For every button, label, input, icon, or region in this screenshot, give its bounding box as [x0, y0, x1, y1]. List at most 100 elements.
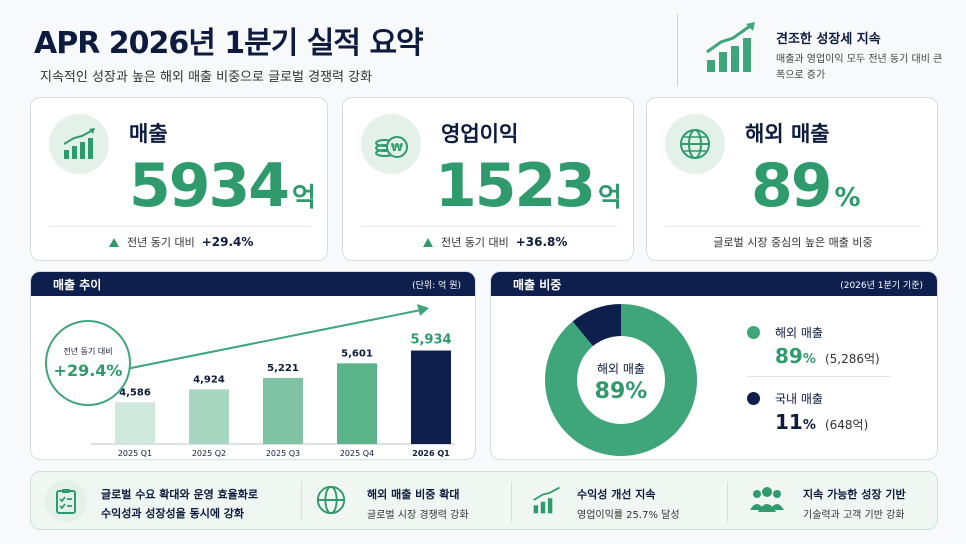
category-tick-label: 2025 Q1: [118, 449, 152, 458]
summary-item-title: 해외 매출 비중 확대: [367, 488, 460, 501]
panel-unit-note: (단위: 억 원): [412, 280, 461, 291]
legend-value-group: 11% (648억): [775, 410, 868, 434]
kpi-unit: 억: [292, 183, 316, 213]
kpi-value-group: 1523 억: [435, 156, 622, 216]
kpi-value: 1523: [435, 151, 596, 221]
highlight-description: 매출과 영업이익 모두 전년 동기 대비 큰 폭으로 증가: [776, 54, 943, 81]
summary-divider: [727, 482, 728, 522]
revenue-mix-donut: [545, 304, 697, 456]
bar: [337, 363, 377, 444]
svg-text:₩: ₩: [391, 141, 403, 154]
header-divider: [677, 14, 678, 86]
kpi-card-overseas-sales: 해외 매출 89% 글로벌 시장 중심의 높은 매출 비중: [646, 97, 938, 261]
donut-center-label: 해외 매출: [597, 362, 645, 376]
legend-pct-unit: %: [802, 352, 816, 367]
bar-value-label: 4,924: [193, 374, 225, 385]
bar-value-label: 5,601: [341, 348, 373, 359]
trend-arrow-head: [417, 304, 429, 316]
donut-center: 해외 매출 89%: [581, 360, 661, 404]
bar-value-label: 5,221: [267, 363, 299, 374]
donut-hole: [577, 336, 665, 424]
bar-value-label: 4,586: [119, 387, 151, 398]
legend-pct: 89: [775, 344, 803, 368]
legend-dot: [747, 392, 760, 405]
kpi-note: 전년 동기 대비 +29.4%: [109, 234, 253, 250]
kpi-note-prefix: 전년 동기 대비: [441, 236, 509, 249]
people-group-icon: [749, 486, 785, 518]
summary-item-desc: 기술력과 고객 기반 강화: [803, 510, 905, 521]
kpi-card-operating-profit: ₩ 영업이익 1523 억 전년 동기 대비 +36.8%: [342, 97, 634, 261]
category-tick-label: 2026 Q1: [412, 449, 450, 458]
kpi-value: 89: [751, 151, 832, 221]
kpi-note: 전년 동기 대비 +36.8%: [423, 234, 567, 250]
legend-dot: [747, 326, 760, 339]
summary-item-line1: 글로벌 수요 확대와 운영 효율화로: [101, 488, 258, 501]
clipboard-checklist-icon: [45, 480, 87, 522]
category-tick-label: 2025 Q4: [340, 449, 374, 458]
page-title: APR 2026년 1분기 실적 요약: [34, 26, 424, 61]
up-triangle-icon: [109, 238, 119, 247]
bar: [411, 350, 451, 444]
growth-chart-icon: [531, 484, 563, 520]
yoy-badge: 전년 동기 대비 +29.4%: [45, 320, 131, 406]
yoy-badge-label: 전년 동기 대비: [63, 347, 113, 356]
kpi-note: 글로벌 시장 중심의 높은 매출 비중: [713, 236, 873, 249]
kpi-unit: %: [834, 183, 861, 213]
bar: [263, 377, 303, 444]
trend-arrow-line: [100, 309, 422, 375]
legend-label: 국내 매출: [775, 392, 823, 406]
globe-icon: [665, 114, 725, 174]
up-triangle-icon: [423, 238, 433, 247]
coin-stack-icon: ₩: [361, 114, 421, 174]
summary-divider: [511, 482, 512, 522]
bar: [189, 389, 229, 444]
summary-divider: [301, 482, 302, 522]
globe-icon: [315, 484, 347, 520]
legend-amount: (648억): [824, 418, 869, 432]
kpi-note-value: +29.4%: [201, 235, 254, 249]
legend-pct: 11: [775, 410, 803, 434]
legend-amount: (5,286억): [824, 352, 880, 366]
page-subtitle: 지속적인 성장과 높은 해외 매출 비중으로 글로벌 경쟁력 강화: [40, 70, 373, 85]
kpi-value-group: 5934 억: [129, 156, 316, 216]
summary-item-desc: 영업이익률 25.7% 달성: [577, 510, 680, 521]
category-tick-label: 2025 Q2: [192, 449, 226, 458]
growth-chart-icon: [703, 22, 759, 74]
highlight-title: 견조한 성장세 지속: [776, 32, 881, 47]
panel-title: 매출 비중: [513, 277, 562, 292]
summary-item-title: 수익성 개선 지속: [577, 488, 656, 501]
summary-item-title: 지속 가능한 성장 기반: [803, 488, 906, 501]
donut-center-value: 89%: [594, 379, 648, 404]
bar-growth-icon: [49, 114, 109, 174]
revenue-trend-chart: 4,586 2025 Q1 4,924 2025 Q2 5,221 2025 Q3 5,60…: [91, 304, 455, 458]
summary-strip: 글로벌 수요 확대와 운영 효율화로 수익성과 성장성을 동시에 강화 해외 매…: [30, 471, 938, 530]
kpi-note-prefix: 전년 동기 대비: [127, 236, 195, 249]
kpi-divider: [665, 226, 921, 227]
panel-title: 매출 추이: [53, 277, 102, 292]
legend-divider: [747, 376, 891, 377]
bar: [115, 402, 155, 444]
summary-item-line2: 수익성과 성장성을 동시에 강화: [101, 507, 245, 520]
summary-item-desc: 글로벌 시장 경쟁력 강화: [367, 510, 469, 521]
kpi-label: 매출: [129, 122, 168, 146]
legend-value-group: 89% (5,286억): [775, 344, 880, 368]
kpi-label: 해외 매출: [745, 122, 830, 146]
panel-header: 매출 추이 (단위: 억 원): [31, 272, 475, 296]
yoy-badge-value: +29.4%: [53, 361, 123, 380]
kpi-note-value: +36.8%: [515, 235, 568, 249]
panel-header: 매출 비중 (2026년 1분기 기준): [491, 272, 937, 296]
kpi-value: 5934: [129, 151, 290, 221]
kpi-divider: [361, 226, 617, 227]
kpi-label: 영업이익: [441, 122, 519, 146]
panel-period-note: (2026년 1분기 기준): [840, 280, 923, 291]
revenue-mix-panel: 매출 비중 (2026년 1분기 기준) 해외 매출 89% 해외 매출 89%…: [490, 271, 938, 460]
kpi-unit: 억: [598, 183, 622, 213]
category-tick-label: 2025 Q3: [266, 449, 300, 458]
legend-pct-unit: %: [802, 418, 816, 433]
revenue-trend-panel: 매출 추이 (단위: 억 원) 4,586 2025 Q1 4,924 2025 Q2…: [30, 271, 476, 460]
kpi-value-group: 89%: [751, 156, 861, 216]
bar-value-label: 5,934: [410, 333, 451, 348]
kpi-divider: [49, 226, 311, 227]
legend-label: 해외 매출: [775, 326, 823, 340]
kpi-card-revenue: 매출 5934 억 전년 동기 대비 +29.4%: [30, 97, 328, 261]
